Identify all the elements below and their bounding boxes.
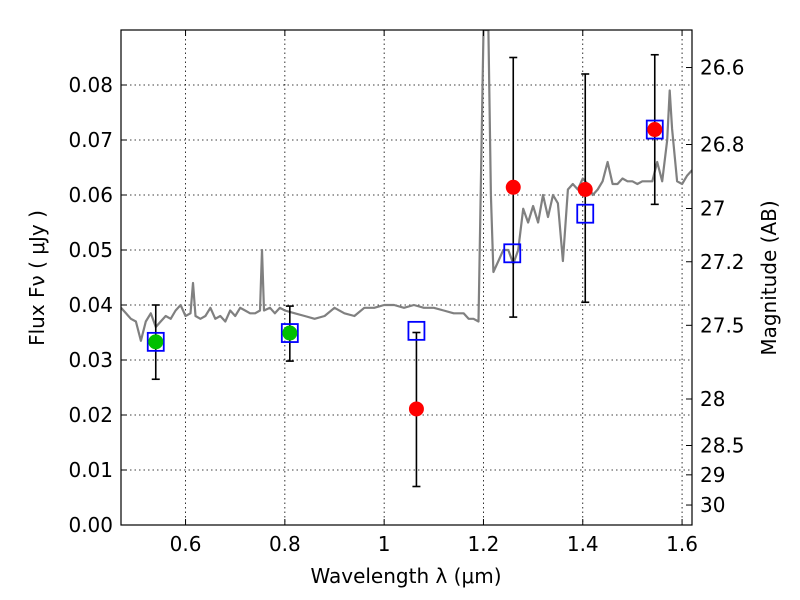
y-tick-label: 0.01	[68, 458, 113, 482]
observed-point	[148, 334, 164, 350]
y2-tick-label: 28	[700, 387, 725, 411]
x-axis-label: Wavelength λ (μm)	[310, 564, 501, 588]
plot-frame	[120, 29, 693, 526]
plot-area	[121, 30, 692, 488]
y-axis-label: Flux Fν ( μJy )	[25, 210, 49, 346]
observed-point	[577, 182, 593, 197]
model-photometry-point	[146, 331, 165, 352]
model-photometry-point	[576, 203, 595, 224]
model-photometry-point	[503, 243, 522, 264]
y2-tick-label: 27	[700, 197, 725, 221]
x-tick-label: 0.8	[269, 532, 301, 556]
grid	[121, 30, 692, 526]
observed-point	[408, 401, 424, 417]
y-tick-label: 0.08	[68, 73, 113, 97]
y2-tick-label: 29	[700, 463, 725, 487]
x-tick-label: 1.4	[567, 532, 599, 556]
y2-tick-label: 27.2	[700, 250, 745, 274]
y-axis: 0.00 0.01 0.02 0.03 0.04 0.05 0.06 0.07 0.08	[68, 73, 127, 537]
y2-tick-label: 26.8	[700, 132, 745, 156]
observed-point	[282, 325, 298, 341]
y-tick-label: 0.07	[68, 128, 113, 152]
y2-tick-label: 27.5	[700, 313, 745, 337]
x-axis: 0.6 0.8 1 1.2 1.4 1.6	[170, 30, 698, 556]
y2-tick-label: 26.6	[700, 56, 745, 80]
observed-point	[505, 179, 521, 195]
y-tick-label: 0.02	[68, 403, 113, 427]
x-tick-label: 0.6	[170, 532, 202, 556]
y-tick-label: 0.06	[68, 183, 113, 207]
y2-axis-label: Magnitude (AB)	[757, 200, 781, 355]
y-tick-label: 0.00	[68, 513, 113, 537]
y-tick-label: 0.04	[68, 293, 113, 317]
y2-tick-label: 28.5	[700, 434, 745, 458]
model-photometry-point	[280, 323, 299, 343]
y-tick-label: 0.03	[68, 348, 113, 372]
x-tick-label: 1.2	[468, 532, 500, 556]
y-tick-label: 0.05	[68, 238, 113, 262]
model-spectrum-line	[121, 30, 692, 342]
x-tick-label: 1.6	[666, 532, 698, 556]
model-photometry-point	[407, 320, 426, 341]
model-photometry-point	[645, 119, 664, 140]
observed-point	[647, 122, 663, 138]
x-tick-label: 1	[378, 532, 391, 556]
y2-axis: 26.6 26.8 27 27.2 27.5 28 28.5 29 30	[686, 56, 745, 517]
y2-tick-label: 30	[700, 493, 725, 517]
